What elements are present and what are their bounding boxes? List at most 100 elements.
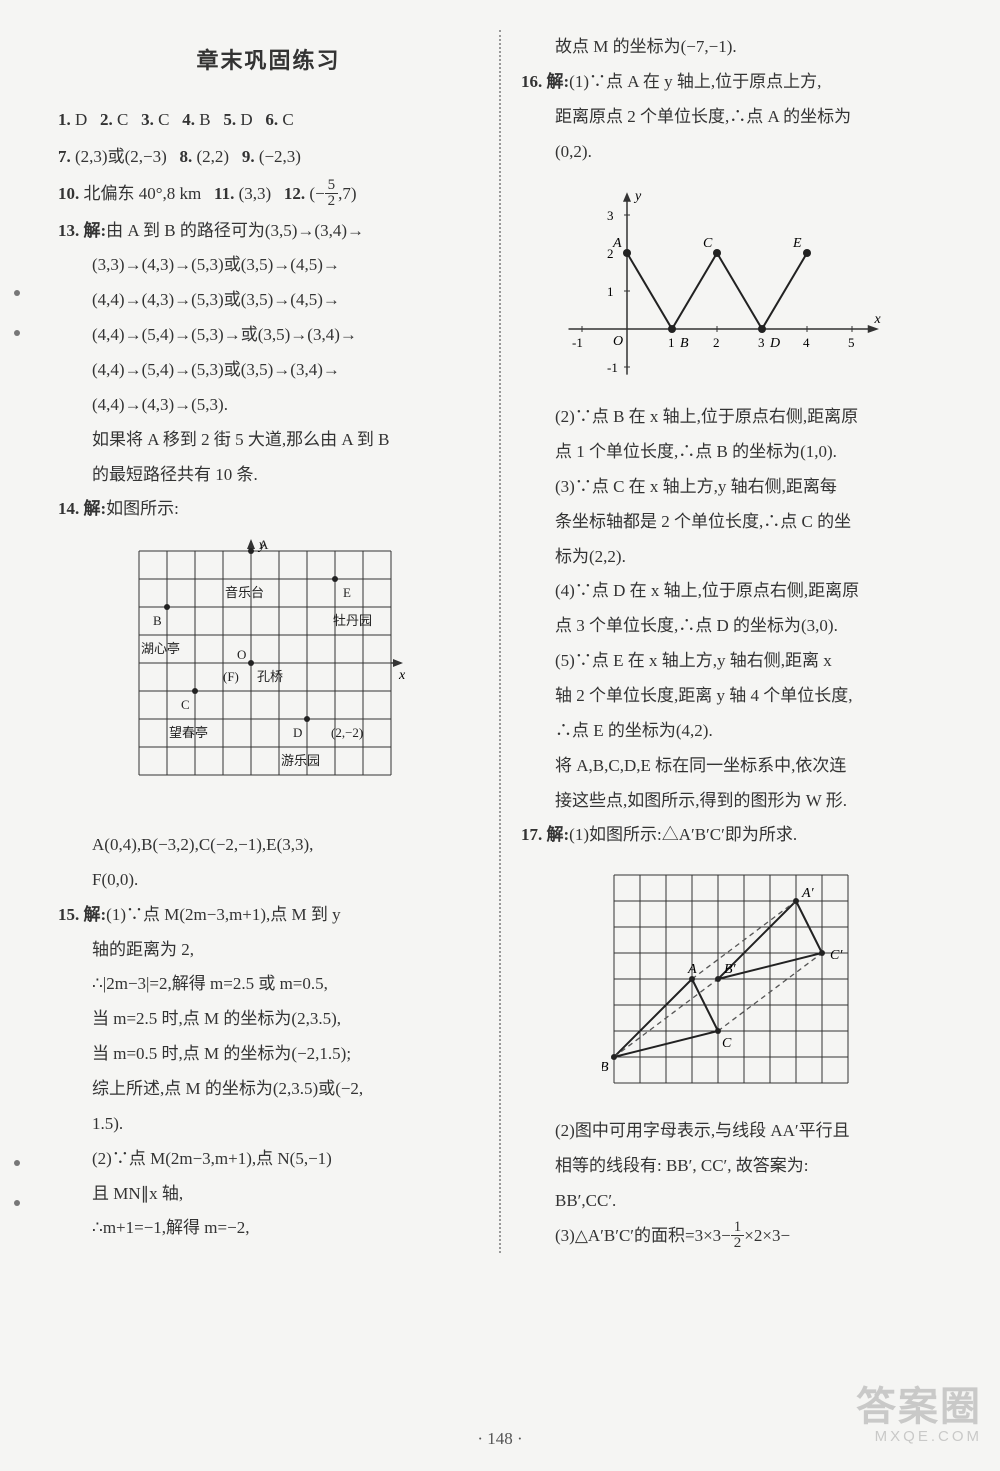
- q-num: 10.: [58, 184, 79, 203]
- svg-text:E: E: [792, 236, 802, 251]
- q-ans: C: [117, 110, 128, 129]
- q13-line: (4,4)→(5,4)→(5,3)→或(3,5)→(3,4)→: [58, 318, 479, 353]
- svg-text:2: 2: [713, 335, 720, 350]
- q-ans: B: [199, 110, 210, 129]
- q13-line: (4,4)→(4,3)→(5,3)或(3,5)→(4,5)→: [58, 283, 479, 318]
- q15-line: (2)∵点 M(2m−3,m+1),点 N(5,−1): [58, 1142, 479, 1177]
- svg-text:D: D: [293, 725, 302, 740]
- q13-line: 的最短路径共有 10 条.: [58, 458, 479, 493]
- q16-line: 点 1 个单位长度,∴点 B 的坐标为(1,0).: [521, 435, 942, 470]
- margin-dot: [14, 1200, 20, 1206]
- q-label: 15. 解:: [58, 905, 106, 924]
- q14-coords: A(0,4),B(−3,2),C(−2,−1),E(3,3),: [58, 828, 479, 863]
- svg-text:A: A: [259, 537, 269, 552]
- answers-row-2: 7. (2,3)或(2,−3) 8. (2,2) 9. (−2,3): [58, 140, 479, 175]
- fraction: 12: [731, 1220, 745, 1251]
- text: (1)如图所示:△A′B′C′即为所求.: [569, 825, 797, 844]
- svg-text:-1: -1: [607, 360, 618, 375]
- q-ans: C: [158, 110, 169, 129]
- q16-line: (0,2).: [521, 135, 942, 170]
- q16-line: 点 3 个单位长度,∴点 D 的坐标为(3,0).: [521, 609, 942, 644]
- q15-line: ∴|2m−3|=2,解得 m=2.5 或 m=0.5,: [58, 967, 479, 1002]
- svg-text:B′: B′: [724, 962, 737, 977]
- q16-line: ∴点 E 的坐标为(4,2).: [521, 714, 942, 749]
- text: (3)△A′B′C′的面积=3×3−: [555, 1226, 731, 1245]
- numerator: 5: [325, 178, 339, 194]
- q16-line: (5)∵点 E 在 x 轴上方,y 轴右侧,距离 x: [521, 644, 942, 679]
- watermark-text: 答案圈: [856, 1385, 982, 1429]
- svg-text:A: A: [687, 962, 697, 977]
- svg-text:A′: A′: [801, 886, 815, 901]
- svg-text:A: A: [612, 236, 622, 251]
- svg-text:(F): (F): [223, 669, 239, 684]
- svg-text:x: x: [398, 668, 406, 683]
- svg-text:B: B: [602, 1060, 609, 1075]
- q16-line: 接这些点,如图所示,得到的图形为 W 形.: [521, 784, 942, 819]
- fraction: 52: [325, 178, 339, 209]
- denominator: 2: [325, 194, 339, 209]
- q16-line: 距离原点 2 个单位长度,∴点 A 的坐标为: [521, 100, 942, 135]
- q14-grid-svg: yxA音乐台EB牡丹园湖心亭(F)孔桥OC望春亭D(2,−2)游乐园: [119, 537, 419, 807]
- left-column: 章末巩固练习 1. D 2. C 3. C 4. B 5. D 6. C 7. …: [40, 30, 497, 1253]
- q-ans: (3,3): [239, 184, 272, 203]
- q-ans: 北偏东 40°,8 km: [84, 184, 202, 203]
- svg-text:5: 5: [848, 335, 855, 350]
- page: 章末巩固练习 1. D 2. C 3. C 4. B 5. D 6. C 7. …: [0, 0, 1000, 1471]
- column-divider: [499, 30, 501, 1253]
- text: 如图所示:: [106, 499, 179, 518]
- denominator: 2: [731, 1236, 745, 1251]
- text: ×2×3−: [744, 1226, 790, 1245]
- two-column-layout: 章末巩固练习 1. D 2. C 3. C 4. B 5. D 6. C 7. …: [40, 30, 960, 1253]
- q-ans: (2,2): [196, 147, 229, 166]
- q-num: 5.: [223, 110, 236, 129]
- margin-dot: [14, 290, 20, 296]
- q13-line: (4,4)→(4,3)→(5,3).: [58, 388, 479, 423]
- text: (−: [309, 184, 324, 203]
- svg-text:C: C: [181, 697, 190, 712]
- svg-text:湖心亭: 湖心亭: [141, 641, 180, 656]
- svg-text:B: B: [680, 336, 689, 351]
- svg-text:D: D: [769, 336, 780, 351]
- text: 由 A 到 B 的路径可为(3,5)→(3,4)→: [106, 221, 364, 240]
- q16-line: 轴 2 个单位长度,距离 y 轴 4 个单位长度,: [521, 679, 942, 714]
- svg-text:C: C: [703, 236, 713, 251]
- section-title: 章末巩固练习: [58, 38, 479, 83]
- q-num: 6.: [265, 110, 278, 129]
- q15-line: 且 MN∥x 轴,: [58, 1177, 479, 1212]
- q13-line: (3,3)→(4,3)→(5,3)或(3,5)→(4,5)→: [58, 248, 479, 283]
- svg-text:E: E: [343, 585, 351, 600]
- q15-line: 15. 解:(1)∵点 M(2m−3,m+1),点 M 到 y: [58, 898, 479, 933]
- right-column: 故点 M 的坐标为(−7,−1). 16. 解:(1)∵点 A 在 y 轴上,位…: [503, 30, 960, 1253]
- q-num: 7.: [58, 147, 71, 166]
- q16-chart-svg: xyO-112345-1123ABCDE: [567, 179, 897, 379]
- q-label: 14. 解:: [58, 499, 106, 518]
- svg-text:3: 3: [758, 335, 765, 350]
- q14-line: 14. 解:如图所示:: [58, 492, 479, 527]
- q-num: 12.: [284, 184, 305, 203]
- watermark-url: MXQE.COM: [856, 1429, 982, 1446]
- q-num: 8.: [179, 147, 192, 166]
- svg-text:3: 3: [607, 208, 614, 223]
- svg-text:-1: -1: [572, 335, 583, 350]
- q15-line: 当 m=0.5 时,点 M 的坐标为(−2,1.5);: [58, 1037, 479, 1072]
- q17-figure: ABCA′B′C′: [521, 863, 942, 1106]
- q-ans: (2,3)或(2,−3): [75, 147, 167, 166]
- answers-row-1: 1. D 2. C 3. C 4. B 5. D 6. C: [58, 103, 479, 138]
- q-ans: C: [282, 110, 293, 129]
- q13-line: 如果将 A 移到 2 街 5 大道,那么由 A 到 B: [58, 423, 479, 458]
- page-number: · 148 ·: [0, 1429, 1000, 1449]
- q16-figure: xyO-112345-1123ABCDE: [521, 179, 942, 392]
- text: ,7): [338, 184, 356, 203]
- svg-text:牡丹园: 牡丹园: [333, 613, 372, 628]
- q15-line: 1.5).: [58, 1107, 479, 1142]
- q14-figure: yxA音乐台EB牡丹园湖心亭(F)孔桥OC望春亭D(2,−2)游乐园: [58, 537, 479, 820]
- svg-text:O: O: [237, 647, 246, 662]
- q17-line: (3)△A′B′C′的面积=3×3−12×2×3−: [521, 1219, 942, 1254]
- q16-line: (3)∵点 C 在 x 轴上方,y 轴右侧,距离每: [521, 470, 942, 505]
- q-num: 3.: [141, 110, 154, 129]
- q15-continued: 故点 M 的坐标为(−7,−1).: [521, 30, 942, 65]
- svg-text:1: 1: [668, 335, 675, 350]
- q17-grid-svg: ABCA′B′C′: [602, 863, 862, 1093]
- q14-coords: F(0,0).: [58, 863, 479, 898]
- svg-text:(2,−2): (2,−2): [331, 725, 363, 740]
